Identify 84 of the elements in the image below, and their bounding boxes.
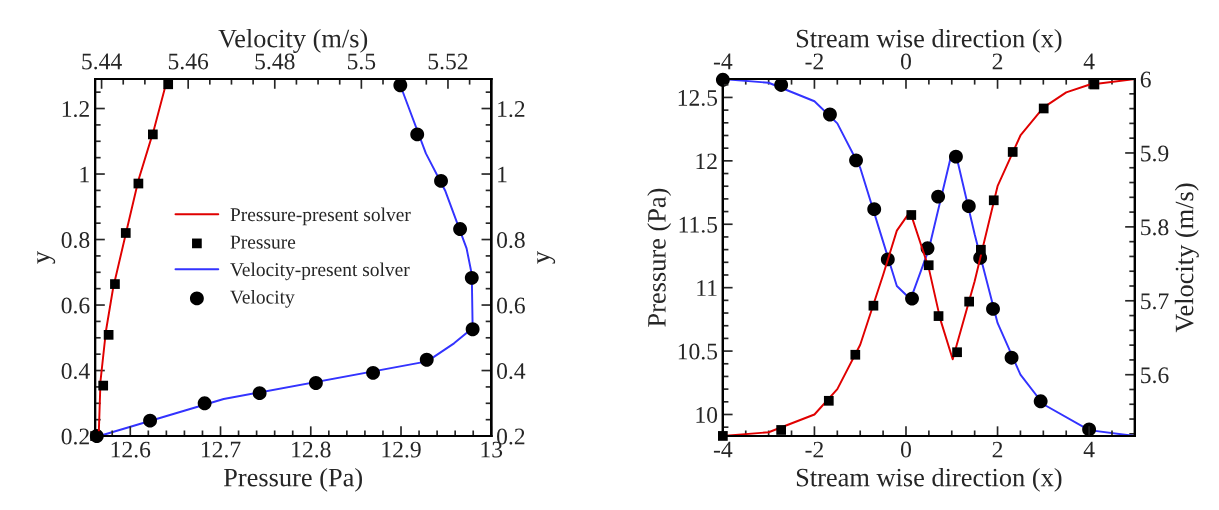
point xyxy=(931,189,946,204)
x-tick-label: 12.9 xyxy=(382,441,421,458)
x-tick-label: 12.7 xyxy=(201,441,241,458)
y2-tick-label: 1.2 xyxy=(498,101,525,118)
y2-axis-title: y xyxy=(537,251,556,264)
x2-tick-label: 5.46 xyxy=(168,53,209,70)
point xyxy=(147,129,158,140)
x2-tick-label: 4 xyxy=(1083,53,1095,70)
x2-axis-title: Stream wise direction (x) xyxy=(796,28,1062,53)
x2-tick-label: 2 xyxy=(992,53,1003,70)
x-tick-label: 4 xyxy=(1083,441,1095,458)
y-tick-label: 0.8 xyxy=(61,232,90,249)
y-tick-label: 11 xyxy=(697,280,717,296)
y2-tick-label: 6 xyxy=(1140,71,1151,88)
y-tick-label: 0.6 xyxy=(61,297,90,314)
point xyxy=(849,153,863,168)
x2-tick-label: 0 xyxy=(900,53,911,70)
point xyxy=(823,395,834,406)
x-axis-title: Pressure (Pa) xyxy=(223,467,362,492)
point xyxy=(976,244,986,255)
y2-tick-label: 5.6 xyxy=(1141,367,1169,384)
x2-tick-label: 5.52 xyxy=(428,53,468,70)
point xyxy=(905,291,919,306)
x-tick-label: 12.6 xyxy=(111,441,151,458)
x2-tick-label: -2 xyxy=(805,53,823,70)
point xyxy=(952,347,962,358)
x-tick-label: 2 xyxy=(992,441,1003,458)
y2-tick-label: 5.8 xyxy=(1141,219,1169,236)
point xyxy=(776,425,787,435)
point xyxy=(964,296,975,307)
y-tick-label: 11.5 xyxy=(679,216,718,233)
y2-tick-label: 1 xyxy=(498,166,507,183)
point xyxy=(988,195,999,206)
point xyxy=(1004,350,1019,365)
y-axis-title: Pressure (Pa) xyxy=(647,188,672,327)
point xyxy=(948,149,963,164)
legend-label: Pressure xyxy=(230,235,296,249)
legend-label: Velocity xyxy=(230,290,295,308)
point xyxy=(906,210,917,220)
x2-tick-label: 5.44 xyxy=(82,53,122,70)
legend-label: Velocity-present solver xyxy=(230,262,410,281)
x-axis-title: Stream wise direction (x) xyxy=(796,467,1062,492)
point xyxy=(103,329,114,340)
x-tick-label: -4 xyxy=(713,441,733,458)
x-tick-label: 0 xyxy=(900,441,911,458)
point xyxy=(850,349,861,360)
y-tick-label: 0.2 xyxy=(61,428,89,445)
point xyxy=(1033,394,1048,409)
y2-tick-label: 0.8 xyxy=(497,232,525,249)
y-tick-label: 1 xyxy=(80,166,89,183)
y-tick-label: 10.5 xyxy=(678,343,718,360)
point xyxy=(718,431,728,441)
x2-tick-label: -4 xyxy=(713,53,733,70)
point xyxy=(961,199,976,214)
legend-label: Pressure-present solver xyxy=(230,207,411,226)
x2-axis-title: Velocity (m/s) xyxy=(218,28,368,53)
y-tick-label: 12.5 xyxy=(678,90,718,106)
point xyxy=(110,279,120,289)
point xyxy=(868,300,879,311)
y2-axis-title: Velocity (m/s) xyxy=(1174,183,1199,333)
point xyxy=(986,301,1000,316)
y2-tick-label: 5.9 xyxy=(1141,145,1169,162)
y-tick-label: 10 xyxy=(696,406,718,423)
point xyxy=(98,380,109,391)
point xyxy=(163,79,174,90)
point xyxy=(867,202,882,217)
point xyxy=(1007,147,1018,157)
x2-tick-label: 5.5 xyxy=(347,53,376,70)
point xyxy=(120,228,131,238)
y-axis-title: y xyxy=(37,251,56,264)
y2-tick-label: 0.4 xyxy=(497,363,526,380)
point xyxy=(923,260,934,271)
y-tick-label: 1.2 xyxy=(62,101,89,118)
y2-tick-label: 0.6 xyxy=(497,297,525,314)
point xyxy=(933,311,944,321)
y-tick-label: 12 xyxy=(696,153,717,170)
y2-tick-label: 5.7 xyxy=(1141,293,1169,310)
x2-tick-label: 5.48 xyxy=(255,53,295,70)
point xyxy=(1038,103,1049,114)
x-tick-label: -2 xyxy=(805,441,823,458)
x-tick-label: 12.8 xyxy=(292,441,331,458)
y-tick-label: 0.4 xyxy=(61,363,90,380)
point xyxy=(823,107,837,122)
point xyxy=(774,78,789,92)
